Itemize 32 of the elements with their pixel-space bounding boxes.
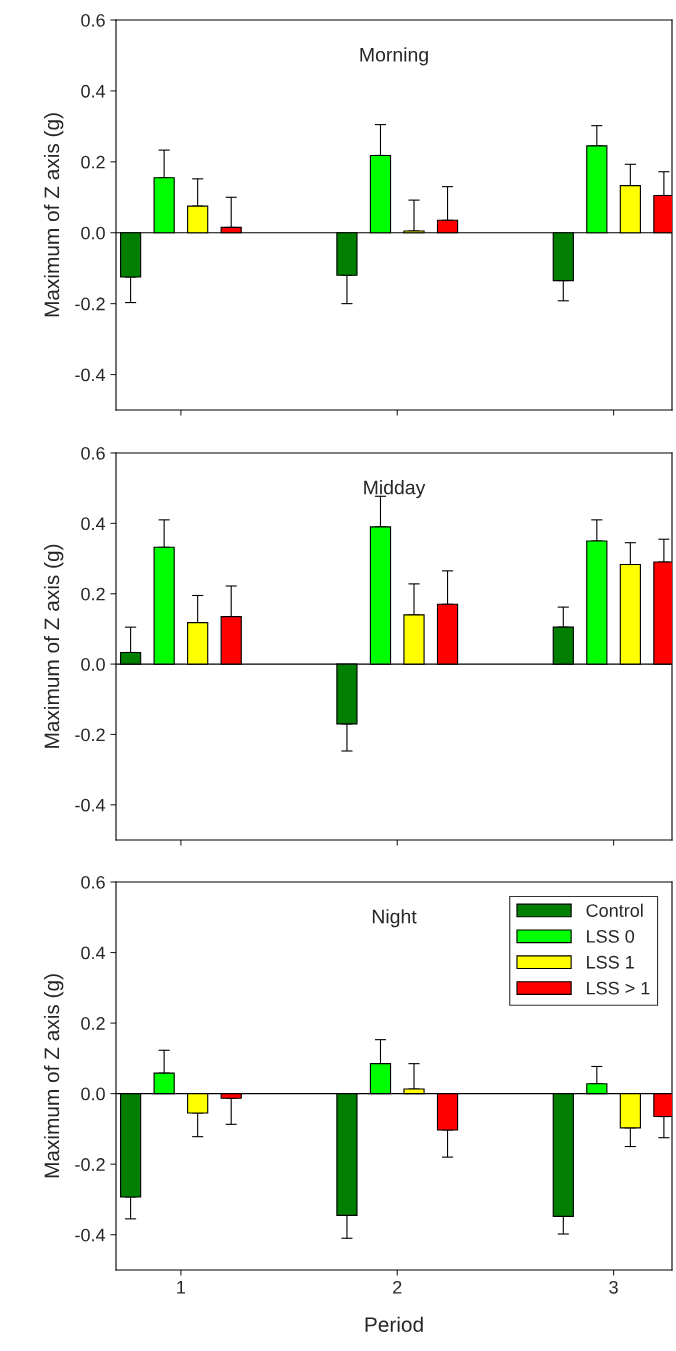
x-tick-label: 2 xyxy=(393,1280,402,1294)
y-tick-label: 0.2 xyxy=(81,1017,105,1030)
legend-label: Control xyxy=(586,903,643,917)
y-tick-label: 0.4 xyxy=(81,946,106,960)
y-tick-label: -0.4 xyxy=(75,368,106,382)
y-tick-label: 0.6 xyxy=(81,446,105,460)
y-tick-label: -0.2 xyxy=(75,1158,105,1171)
legend-label: LSS > 1 xyxy=(587,981,650,995)
text: Night xyxy=(372,909,417,928)
legend-label: LSS 1 xyxy=(587,955,634,969)
y-tick-label: -0.2 xyxy=(75,297,105,311)
y-axis-title: Maximum of Z axis (g) xyxy=(43,974,64,1178)
y-tick-label: 0.4 xyxy=(81,84,106,98)
y-tick-label: 0.4 xyxy=(81,517,106,531)
legend-label: LSS 0 xyxy=(587,930,635,943)
text: Midday xyxy=(364,480,426,499)
y-tick-label: 0.2 xyxy=(81,587,105,601)
x-tick-label: 3 xyxy=(609,1280,618,1294)
y-tick-label: 0.0 xyxy=(81,658,105,671)
text: Morning xyxy=(360,47,428,66)
y-tick-label: -0.4 xyxy=(75,798,106,812)
y-tick-label: -0.4 xyxy=(75,1228,106,1242)
y-tick-label: 0.0 xyxy=(81,226,105,240)
x-tick-label: 1 xyxy=(177,1281,186,1294)
y-axis-title: Maximum of Z axis (g) xyxy=(43,113,64,317)
y-tick-label: 0.2 xyxy=(81,155,105,169)
x-axis-title: Period xyxy=(365,1316,423,1332)
y-tick-label: 0.6 xyxy=(81,13,105,27)
y-tick-label: -0.2 xyxy=(75,728,105,742)
y-tick-label: 0.6 xyxy=(81,875,105,889)
y-tick-label: 0.0 xyxy=(81,1087,105,1101)
y-axis-title: Maximum of Z axis (g) xyxy=(43,544,64,748)
